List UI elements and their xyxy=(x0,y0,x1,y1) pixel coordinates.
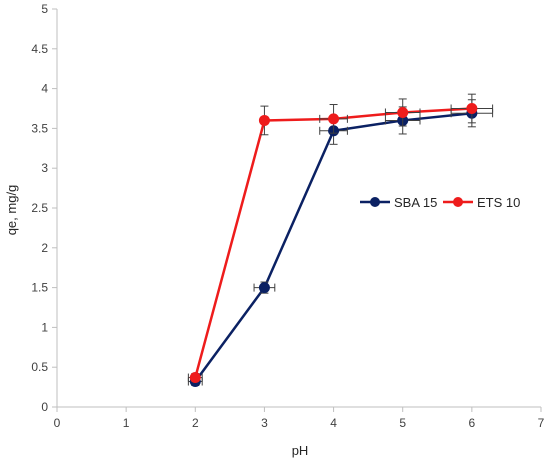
y-tick-label: 0 xyxy=(41,400,48,414)
x-tick-label: 6 xyxy=(469,416,476,430)
x-tick-label: 3 xyxy=(261,416,268,430)
y-tick-label: 1.5 xyxy=(31,281,48,295)
x-tick-label: 0 xyxy=(54,416,61,430)
y-tick-label: 2.5 xyxy=(31,201,48,215)
legend-marker xyxy=(453,197,463,207)
x-tick-label: 5 xyxy=(399,416,406,430)
data-point xyxy=(466,103,478,114)
y-tick-label: 2 xyxy=(41,241,48,255)
y-tick-label: 3.5 xyxy=(31,121,48,135)
y-tick-label: 0.5 xyxy=(31,360,48,374)
y-tick-label: 4.5 xyxy=(31,42,48,56)
x-tick-label: 7 xyxy=(538,416,545,430)
y-tick-label: 4 xyxy=(41,82,48,96)
legend-item-1: ETS 10 xyxy=(443,195,520,210)
legend: SBA 15 ETS 10 xyxy=(360,195,520,210)
x-tick-label: 4 xyxy=(330,416,337,430)
legend-item-0: SBA 15 xyxy=(360,195,437,210)
x-axis-title: pH xyxy=(292,443,309,458)
series-line xyxy=(194,112,472,383)
data-point xyxy=(328,113,340,125)
legend-label: SBA 15 xyxy=(394,195,437,210)
legend-marker xyxy=(370,197,380,207)
y-tick-label: 5 xyxy=(41,2,48,16)
x-tick-label: 1 xyxy=(123,416,130,430)
x-tick-label: 2 xyxy=(192,416,199,430)
plot-area xyxy=(187,93,494,388)
series-0 xyxy=(187,99,494,388)
legend-label: ETS 10 xyxy=(477,195,520,210)
y-tick-label: 3 xyxy=(41,161,48,175)
y-tick-label: 1 xyxy=(41,320,48,334)
series-line xyxy=(194,107,472,378)
series-1 xyxy=(187,93,494,384)
y-axis-title: qe, mg/g xyxy=(4,185,19,236)
data-point xyxy=(189,372,201,384)
data-point xyxy=(397,106,409,118)
data-point xyxy=(258,114,270,126)
data-point xyxy=(258,282,270,294)
axes: 0 1 2 3 4 5 6 7 0 0.5 1 1.5 2 2.5 3 3.5 4 4.5 5 xyxy=(31,2,544,430)
